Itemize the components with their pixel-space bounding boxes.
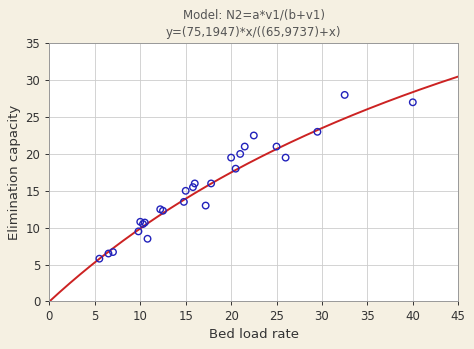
Point: [144, 236, 151, 242]
Point: [189, 184, 197, 190]
Point: [180, 199, 188, 205]
Point: [341, 92, 348, 98]
Point: [273, 144, 280, 149]
Point: [141, 220, 148, 225]
Point: [409, 99, 417, 105]
Point: [182, 188, 190, 194]
Point: [250, 133, 257, 138]
Point: [314, 129, 321, 135]
Point: [191, 181, 199, 186]
Point: [237, 151, 244, 157]
Point: [159, 208, 167, 214]
Point: [202, 203, 210, 208]
Point: [135, 229, 142, 234]
Point: [156, 207, 164, 212]
Point: [207, 181, 215, 186]
Point: [241, 144, 248, 149]
Point: [232, 166, 239, 171]
Point: [282, 155, 290, 161]
Point: [109, 249, 117, 255]
Point: [105, 251, 112, 256]
Point: [228, 155, 235, 161]
Y-axis label: Elimination capacity: Elimination capacity: [9, 105, 21, 240]
X-axis label: Bed load rate: Bed load rate: [209, 328, 299, 341]
Point: [96, 256, 103, 261]
Point: [137, 219, 144, 225]
Point: [139, 221, 147, 227]
Title: Model: N2=a*v1/(b+v1)
y=(75,1947)*x/((65,9737)+x): Model: N2=a*v1/(b+v1) y=(75,1947)*x/((65…: [166, 8, 342, 39]
